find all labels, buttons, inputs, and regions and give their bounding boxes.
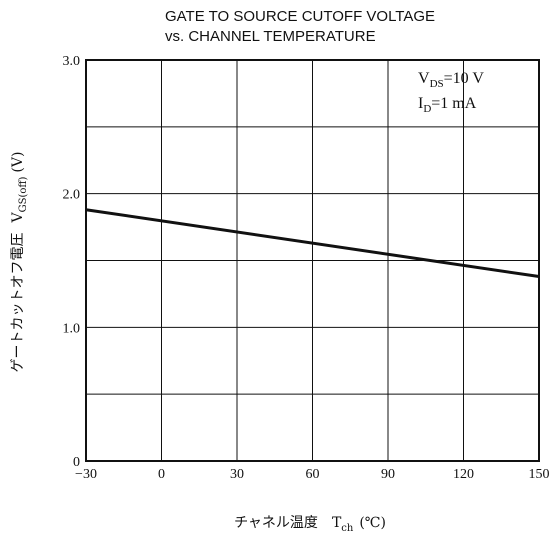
plot-frame [85, 59, 540, 462]
condition-id: ID=1 mA [418, 95, 477, 115]
y-axis-label-symbol: V [10, 211, 26, 223]
x-tick-label: −30 [75, 467, 97, 482]
y-axis-label-sub: GS(off) [18, 176, 29, 212]
x-tick-label: 150 [529, 467, 550, 482]
y-tick-label: 0 [73, 455, 80, 470]
condition-vds: VDS=10 V [418, 70, 484, 90]
x-axis-label-sub: ch [341, 523, 354, 533]
grid [85, 59, 540, 462]
x-tick-label: 120 [453, 467, 474, 482]
condition-vds-symbol: V [418, 70, 430, 87]
y-tick-label: 2.0 [63, 188, 81, 203]
x-axis-label-unit: (℃) [359, 515, 386, 531]
y-axis-label: ゲートカットオフ電圧 VGS(off) (V) [10, 152, 29, 373]
condition-vds-sub: DS [430, 78, 444, 90]
y-axis-label-text: ゲートカットオフ電圧 [10, 232, 26, 372]
x-tick-label: 0 [158, 467, 165, 482]
series-layer [85, 208, 540, 279]
conditions-box: VDS=10 V ID=1 mA [418, 70, 484, 115]
series-line [85, 208, 540, 279]
x-axis-label-text: チャネル温度 [234, 515, 318, 531]
x-tick-label: 60 [306, 467, 320, 482]
x-tick-label: 90 [381, 467, 395, 482]
chart-subtitle: vs. CHANNEL TEMPERATURE [165, 28, 376, 45]
y-axis-label-unit: (V) [10, 152, 26, 173]
x-axis-label-symbol: T [332, 515, 342, 531]
condition-vds-value: =10 V [444, 70, 485, 87]
x-axis-label: チャネル温度 Tch (℃) [234, 515, 386, 533]
y-tick-label: 1.0 [63, 321, 81, 336]
condition-id-sub: D [423, 103, 431, 115]
condition-id-symbol: I [418, 95, 423, 112]
chart-title: GATE TO SOURCE CUTOFF VOLTAGE [165, 8, 435, 25]
x-tick-label: 30 [230, 467, 244, 482]
y-tick-label: 3.0 [63, 54, 81, 69]
condition-id-value: =1 mA [431, 95, 476, 112]
